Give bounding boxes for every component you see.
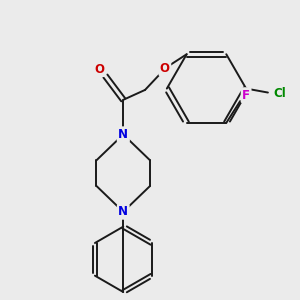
Text: Cl: Cl [273, 87, 286, 100]
Text: N: N [118, 128, 128, 141]
Text: O: O [94, 63, 104, 76]
Text: N: N [118, 128, 128, 141]
Text: F: F [242, 89, 250, 102]
Text: O: O [160, 61, 170, 75]
Text: N: N [118, 205, 128, 218]
